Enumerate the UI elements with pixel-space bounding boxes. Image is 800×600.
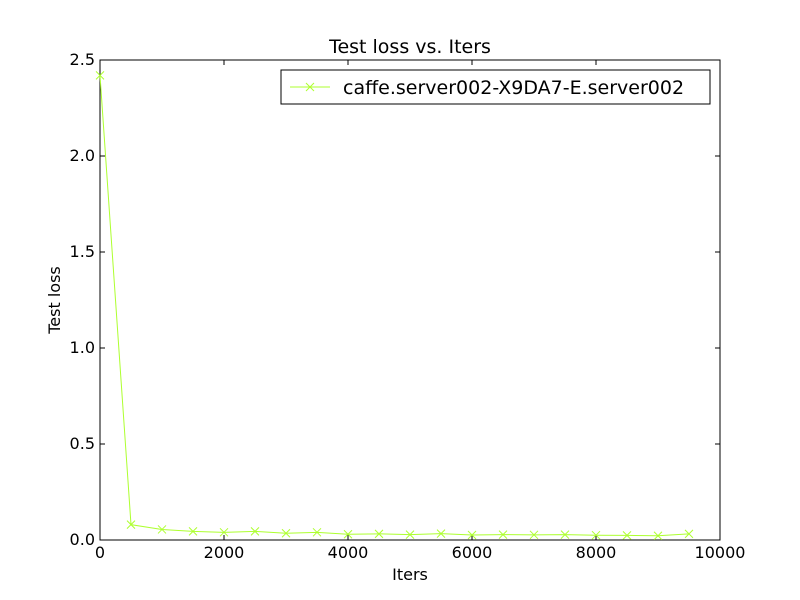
marker-stroke [343, 529, 353, 539]
data-point-marker [219, 527, 229, 537]
x-tick-label: 4000 [328, 543, 369, 562]
marker-stroke [95, 71, 105, 80]
x-tick-label: 10000 [695, 543, 746, 562]
marker-stroke [591, 530, 601, 540]
x-tick-label: 0 [95, 543, 105, 562]
marker-stroke [498, 530, 508, 539]
marker-stroke [188, 527, 198, 536]
data-point-marker [343, 529, 353, 539]
data-point-marker [281, 528, 291, 538]
plot-frame [99, 59, 721, 541]
legend-marker-stroke [305, 82, 315, 92]
marker-stroke [436, 529, 446, 539]
data-point-marker [250, 527, 260, 536]
legend-label: caffe.server002-X9DA7-E.server002 [343, 77, 684, 99]
data-point-marker [188, 527, 198, 536]
x-tick-label: 8000 [576, 543, 617, 562]
y-tick-label: 0.5 [70, 434, 95, 453]
data-point-marker [529, 530, 539, 540]
marker-stroke [250, 527, 260, 536]
marker-stroke [560, 530, 570, 539]
data-point-marker [374, 529, 384, 539]
data-point-marker [560, 530, 570, 539]
y-tick-label: 0.0 [70, 530, 95, 549]
data-point-marker [405, 530, 415, 539]
data-point-marker [498, 530, 508, 539]
marker-stroke [622, 531, 632, 540]
x-tick-label: 2000 [204, 543, 245, 562]
data-point-marker [95, 71, 105, 80]
marker-stroke [157, 525, 167, 534]
legend: caffe.server002-X9DA7-E.server002 [280, 69, 711, 105]
y-tick-label: 2.0 [70, 146, 95, 165]
y-axis-label: Test loss [45, 266, 64, 335]
marker-stroke [126, 520, 136, 529]
marker-stroke [467, 530, 477, 540]
data-point-marker [653, 531, 663, 541]
marker-stroke [684, 529, 694, 539]
data-point-marker [467, 530, 477, 540]
marker-stroke [281, 528, 291, 538]
data-point-marker [157, 525, 167, 534]
marker-stroke [653, 531, 663, 541]
marker-stroke [312, 527, 322, 537]
y-tick-label: 1.5 [70, 242, 95, 261]
series-line [99, 75, 690, 537]
data-point-marker [436, 529, 446, 539]
legend-box [280, 69, 711, 105]
marker-stroke [374, 529, 384, 539]
data-point-marker [684, 529, 694, 539]
data-point-marker [622, 531, 632, 540]
chart-title: Test loss vs. Iters [328, 36, 491, 58]
y-tick-label: 2.5 [70, 50, 95, 69]
data-point-marker [591, 530, 601, 540]
x-tick-label: 6000 [452, 543, 493, 562]
plot-area: 0 2000 4000 6000 8000 10000 0.0 0.5 1.0 1.5 2.0 2.5 [70, 50, 746, 562]
y-tick-label: 1.0 [70, 338, 95, 357]
data-point-marker [126, 520, 136, 529]
marker-stroke [219, 527, 229, 537]
marker-stroke [529, 530, 539, 540]
data-point-marker [312, 527, 322, 537]
x-axis-label: Iters [392, 565, 428, 584]
marker-stroke [405, 530, 415, 539]
